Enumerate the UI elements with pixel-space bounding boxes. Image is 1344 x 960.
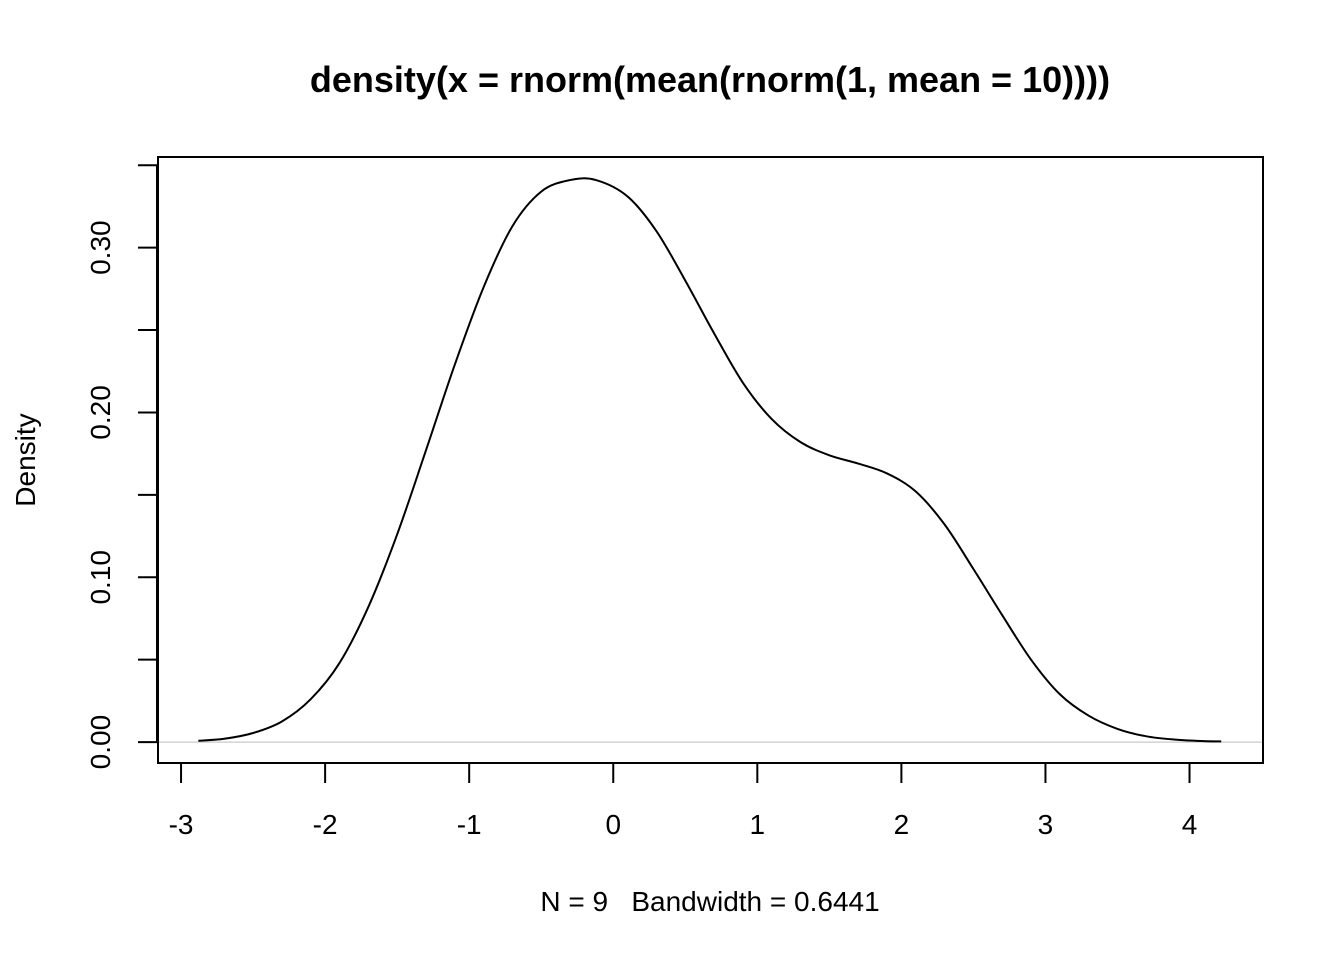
plot-frame bbox=[157, 156, 1264, 764]
x-tick-label: 0 bbox=[605, 809, 621, 840]
y-tick-label: 0.10 bbox=[85, 550, 116, 605]
x-tick-label: 2 bbox=[894, 809, 910, 840]
x-axis-label: N = 9 Bandwidth = 0.6441 bbox=[540, 886, 879, 917]
y-axis: 0.00 0.10 0.20 0.30 bbox=[85, 164, 158, 770]
x-tick-label: -2 bbox=[313, 809, 338, 840]
y-tick-label: 0.20 bbox=[85, 385, 116, 440]
y-tick-label: 0.00 bbox=[85, 715, 116, 770]
x-tick-label: -1 bbox=[457, 809, 482, 840]
chart-title: density(x = rnorm(mean(rnorm(1, mean = 1… bbox=[310, 59, 1110, 100]
x-tick-label: 3 bbox=[1038, 809, 1054, 840]
x-axis: -3 -2 -1 0 1 2 3 4 bbox=[169, 762, 1198, 840]
x-tick-label: -3 bbox=[169, 809, 194, 840]
x-tick-label: 4 bbox=[1182, 809, 1198, 840]
x-tick-label: 1 bbox=[750, 809, 766, 840]
density-curve bbox=[198, 177, 1222, 743]
y-axis-label: Density bbox=[10, 413, 41, 506]
plot-area bbox=[157, 156, 1264, 764]
y-tick-label: 0.30 bbox=[85, 220, 116, 274]
